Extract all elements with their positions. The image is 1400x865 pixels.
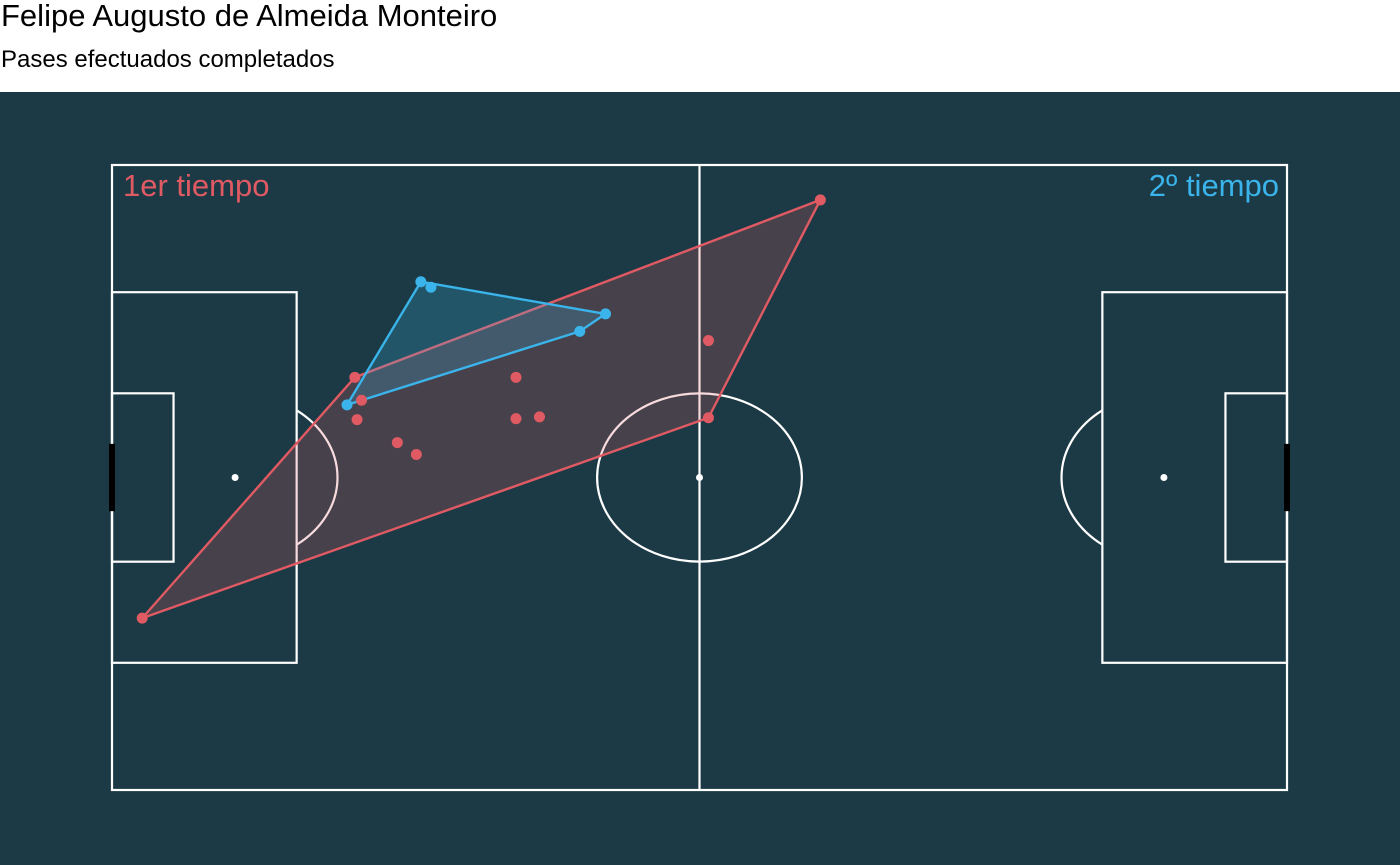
pitch-markings: [109, 163, 1290, 792]
second-half-point: [341, 399, 353, 411]
first-half-point: [391, 437, 403, 449]
header: Felipe Augusto de Almeida Monteiro Pases…: [0, 0, 1400, 92]
first-half-point: [533, 411, 545, 423]
penalty-arc-right: [1060, 409, 1103, 546]
first-half-hull: [141, 198, 822, 620]
first-half-point: [351, 414, 363, 426]
penalty-spot-left: [231, 474, 239, 481]
first-half-point: [814, 194, 826, 206]
centre-spot: [696, 474, 703, 481]
second-half-label: 2º tiempo: [1149, 168, 1279, 203]
first-half-point: [702, 412, 714, 424]
first-half-point: [510, 371, 522, 383]
chart-subtitle: Pases efectuados completados: [1, 46, 335, 73]
penalty-area-right: [1101, 291, 1289, 664]
first-half-point: [510, 413, 522, 425]
chart-title: Felipe Augusto de Almeida Monteiro: [1, 0, 498, 33]
first-half-point: [702, 335, 714, 347]
goal-right: [1284, 443, 1290, 512]
first-half-point: [349, 371, 361, 383]
second-half-point: [425, 281, 437, 293]
first-half-label: 1er tiempo: [123, 168, 269, 203]
hull-layer: [141, 198, 822, 620]
penalty-arc-left: [296, 409, 339, 546]
points-layer: [136, 194, 826, 624]
goal-area-left: [110, 392, 175, 563]
second-half-point: [600, 308, 611, 320]
first-half-point: [410, 449, 422, 461]
penalty-spot-right: [1160, 474, 1168, 481]
first-half-point: [356, 394, 368, 406]
second-half-point: [415, 276, 427, 288]
goal-left: [109, 443, 115, 512]
first-half-point: [136, 612, 148, 624]
goal-area-right: [1224, 392, 1289, 563]
legend-labels: 1er tiempo 2º tiempo: [123, 168, 1279, 203]
centre-circle: [596, 392, 803, 563]
second-half-point: [574, 325, 586, 337]
